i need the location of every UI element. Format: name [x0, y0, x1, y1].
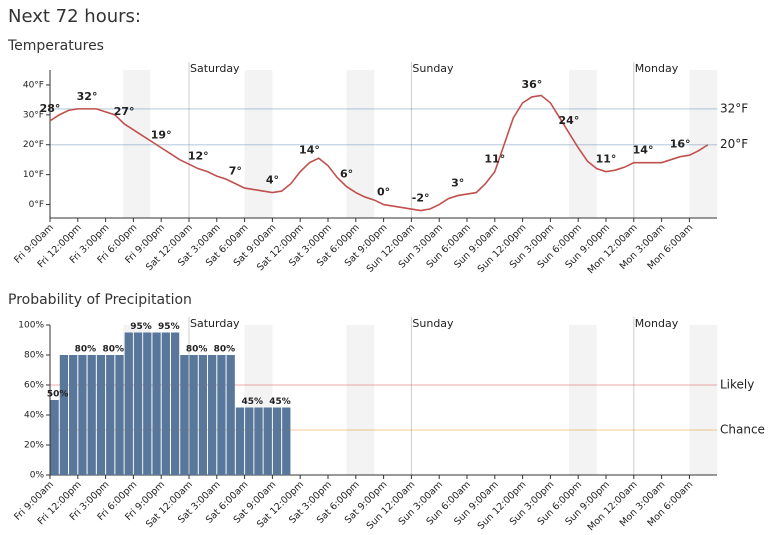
bar	[106, 355, 115, 475]
reference-label: 20°F	[720, 137, 748, 151]
y-tick-label: 20°F	[23, 140, 44, 150]
value-label: 16°	[670, 138, 691, 151]
value-label: 32°	[77, 90, 98, 103]
night-band	[689, 325, 718, 475]
value-label: 11°	[484, 153, 505, 166]
value-label: 14°	[633, 144, 654, 157]
y-tick-label: 20%	[24, 441, 44, 451]
bar	[124, 332, 133, 475]
night-band	[689, 70, 718, 218]
bar	[198, 355, 208, 475]
value-label: 45%	[241, 397, 263, 407]
value-label: 95%	[158, 322, 180, 332]
value-label: 36°	[521, 78, 542, 91]
day-label: Monday	[635, 62, 679, 75]
bar	[115, 355, 124, 475]
night-band	[346, 325, 375, 475]
day-label: Saturday	[190, 317, 240, 330]
y-tick-label: 10°F	[23, 170, 44, 180]
y-tick-label: 40°F	[23, 80, 44, 90]
value-label: 11°	[596, 153, 617, 166]
bar	[217, 355, 226, 475]
value-label: -2°	[412, 192, 430, 205]
bar	[282, 407, 291, 475]
value-label: 50%	[47, 390, 69, 400]
y-tick-label: 100%	[18, 321, 44, 331]
value-label: 45%	[269, 397, 291, 407]
value-label: 14°	[299, 144, 320, 157]
bar	[87, 355, 96, 475]
bar	[69, 355, 78, 475]
value-label: 3°	[451, 177, 464, 190]
bar	[50, 400, 59, 475]
bar	[143, 332, 152, 475]
day-label: Sunday	[412, 62, 454, 75]
bar	[78, 355, 87, 475]
y-tick-label: 40%	[24, 411, 44, 421]
chart-title: Temperatures	[7, 38, 104, 54]
value-label: 6°	[340, 168, 353, 181]
value-label: 95%	[130, 322, 152, 332]
reference-label: Likely	[720, 378, 754, 392]
value-label: 28°	[40, 102, 61, 115]
bar	[180, 355, 189, 475]
page-title: Next 72 hours:	[8, 6, 141, 27]
night-band	[244, 70, 273, 218]
bar	[245, 407, 254, 475]
value-label: 7°	[229, 165, 242, 178]
value-label: 80%	[214, 345, 236, 355]
value-label: 27°	[114, 105, 135, 118]
bar	[189, 355, 198, 475]
x-tick-label: Sun 12:00pm	[476, 222, 529, 275]
bar	[272, 407, 282, 475]
x-tick-label: Sun 12:00pm	[476, 479, 529, 532]
bar	[263, 407, 272, 475]
value-label: 80%	[102, 345, 124, 355]
y-tick-label: 0°F	[29, 200, 44, 210]
value-label: 0°	[377, 186, 390, 199]
y-tick-label: 80%	[24, 351, 44, 361]
bar	[235, 407, 245, 475]
value-label: 80%	[75, 345, 97, 355]
bar	[133, 332, 143, 475]
y-tick-label: 0%	[30, 471, 45, 481]
reference-label: Chance	[720, 423, 765, 437]
bar	[161, 332, 170, 475]
value-label: 80%	[186, 345, 208, 355]
night-band	[346, 70, 375, 218]
bar	[152, 332, 161, 475]
night-band	[568, 70, 597, 218]
day-label: Sunday	[412, 317, 454, 330]
reference-label: 32°F	[720, 101, 748, 115]
night-band	[123, 70, 151, 218]
temperature-line	[49, 94, 709, 212]
chart-title: Probability of Precipitation	[8, 292, 192, 308]
y-tick-label: 30°F	[23, 110, 44, 120]
y-tick-label: 60%	[24, 381, 44, 391]
value-label: 19°	[151, 129, 172, 142]
bar	[170, 332, 180, 475]
bar	[254, 407, 263, 475]
value-label: 12°	[188, 150, 209, 163]
day-label: Saturday	[190, 62, 240, 75]
night-band	[568, 325, 597, 475]
bar	[226, 355, 235, 475]
bar	[96, 355, 106, 475]
bar	[208, 355, 217, 475]
bar	[59, 355, 69, 475]
value-label: 24°	[559, 114, 580, 127]
day-label: Monday	[635, 317, 679, 330]
value-label: 4°	[266, 174, 279, 187]
